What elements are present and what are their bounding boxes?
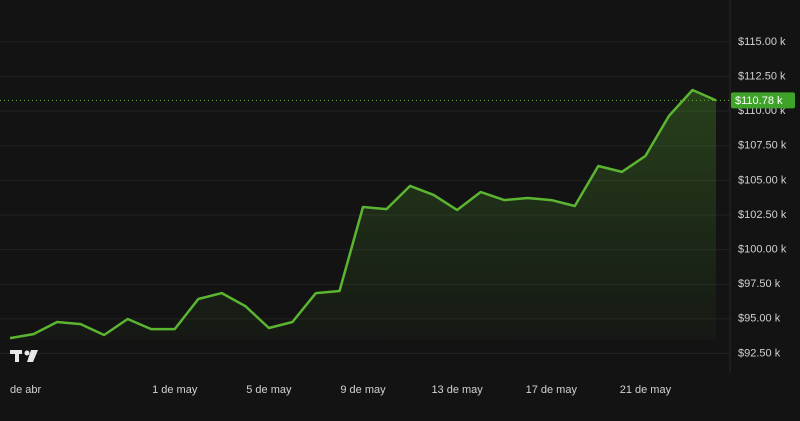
y-tick-label: $105.00 k <box>738 174 787 186</box>
logo <box>10 350 38 362</box>
y-axis: $92.50 k $95.00 k $97.50 k $100.00 k $102.50… <box>10 36 795 396</box>
y-tick-label: $112.50 k <box>738 70 786 82</box>
y-tick-label: $92.50 k <box>738 347 781 359</box>
price-line <box>9 88 717 340</box>
logo-stem <box>15 350 19 362</box>
current-price-badge <box>731 92 795 109</box>
y-tick-label: $115.00 k <box>738 36 786 48</box>
y-tick-label: $97.50 k <box>738 278 781 290</box>
plot <box>0 88 730 340</box>
y-tick-label: $100.00 k <box>738 244 787 256</box>
x-tick-label: 21 de may <box>620 384 672 396</box>
current-price-label: $110.78 k <box>735 95 783 107</box>
logo-slash <box>27 350 38 362</box>
area-fill <box>10 90 716 340</box>
x-tick-label: de abr <box>10 384 42 396</box>
y-tick-label: $107.50 k <box>738 140 787 152</box>
x-tick-label: 13 de may <box>431 384 483 396</box>
x-tick-label: 17 de may <box>526 384 578 396</box>
x-tick-label: 9 de may <box>340 384 386 396</box>
x-tick-label: 5 de may <box>246 384 292 396</box>
y-tick-label: $102.50 k <box>738 209 787 221</box>
y-tick-label: $95.00 k <box>738 313 781 325</box>
logo-dot <box>24 350 30 356</box>
x-tick-label: 1 de may <box>152 384 198 396</box>
